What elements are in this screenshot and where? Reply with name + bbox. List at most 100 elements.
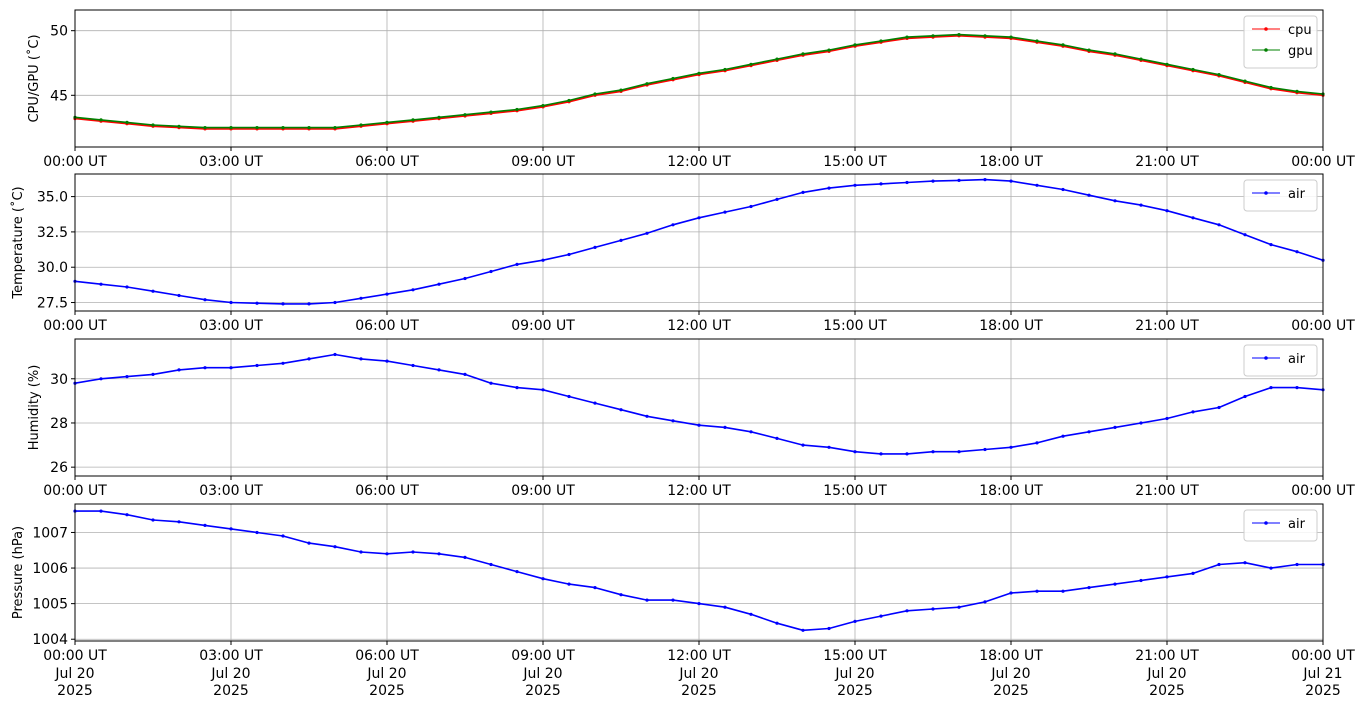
data-point-gpu (697, 71, 701, 75)
data-point-air (593, 245, 597, 249)
data-point-air (255, 530, 259, 535)
data-point-air (385, 552, 389, 556)
y-tick-label: 1005 (32, 597, 68, 613)
x-tick-label: 18:00 UT (979, 648, 1043, 664)
data-point-air (1165, 209, 1169, 213)
data-point-gpu (1139, 57, 1143, 61)
data-point-air (645, 414, 649, 418)
chart-panel-2: 27.5 30.0 32.5 35.0 00:00 UT 03:00 UT 06:00 UT… (10, 173, 1355, 334)
data-point-air (775, 197, 779, 201)
data-point-air (645, 598, 649, 602)
data-point-air (801, 443, 805, 447)
data-point-gpu (957, 33, 961, 37)
legend-marker-air (1264, 356, 1268, 360)
data-point-air (593, 586, 597, 590)
data-point-air (775, 436, 779, 440)
x-tick-label: 12:00 UT (667, 318, 731, 334)
data-point-air (411, 288, 415, 292)
y-tick-label: 1006 (32, 561, 68, 577)
data-point-air (775, 621, 779, 625)
data-point-air (905, 180, 909, 185)
x-tick-date-label: Jul 20 (366, 666, 406, 682)
x-tick-label: 06:00 UT (355, 154, 419, 170)
data-point-air (177, 293, 181, 298)
y-axis-label: Humidity (%) (27, 365, 42, 451)
data-point-air (567, 252, 571, 257)
data-point-air (541, 258, 545, 262)
y-tick-label: 26 (50, 460, 68, 476)
x-tick-label: 12:00 UT (667, 483, 731, 499)
data-point-air (177, 368, 181, 372)
x-tick-label: 18:00 UT (979, 318, 1043, 334)
data-point-gpu (1295, 89, 1299, 93)
data-point-air (1295, 386, 1299, 390)
y-tick-label: 28 (50, 416, 68, 432)
data-point-air (489, 381, 493, 385)
legend-marker-air (1264, 521, 1268, 525)
data-point-gpu (281, 126, 285, 130)
data-point-gpu (723, 67, 727, 72)
data-point-gpu (385, 120, 389, 124)
data-point-gpu (567, 98, 571, 103)
x-tick-label: 06:00 UT (355, 648, 419, 664)
data-point-air (723, 605, 727, 609)
x-tick-date-label: Jul 20 (990, 666, 1030, 682)
legend-box (1243, 179, 1318, 212)
data-point-air (1165, 575, 1169, 579)
data-point-air (1139, 203, 1143, 207)
data-point-gpu (307, 126, 311, 130)
data-point-gpu (619, 88, 623, 92)
data-point-air (307, 357, 311, 361)
data-point-air (125, 513, 129, 517)
legend-box (1243, 509, 1318, 542)
y-tick-label: 45 (50, 88, 68, 104)
x-tick-label: 00:00 UT (43, 318, 107, 334)
data-point-air (853, 183, 857, 187)
data-point-gpu (411, 118, 415, 122)
x-tick-label: 00:00 UT (1291, 154, 1355, 170)
data-point-air (463, 555, 467, 560)
x-tick-label: 15:00 UT (823, 318, 887, 334)
y-tick-label: 27.5 (37, 296, 68, 312)
data-point-gpu (671, 76, 675, 81)
x-tick-date-label: 2025 (525, 683, 561, 699)
data-point-air (1061, 589, 1065, 593)
legend-box (1243, 344, 1318, 377)
data-point-gpu (1009, 35, 1013, 39)
data-point-air (671, 598, 675, 602)
data-point-air (801, 628, 805, 632)
data-point-gpu (879, 39, 883, 43)
data-point-air (853, 450, 857, 454)
data-point-air (879, 182, 883, 186)
data-point-air (697, 602, 701, 606)
data-point-air (99, 377, 103, 381)
data-point-air (333, 545, 337, 549)
data-point-air (697, 216, 701, 220)
data-point-air (385, 292, 389, 296)
data-point-air (723, 210, 727, 214)
y-axis-label: Pressure (hPa) (11, 526, 26, 619)
x-tick-label: 21:00 UT (1135, 648, 1199, 664)
data-point-air (1087, 193, 1091, 197)
data-point-air (229, 366, 233, 370)
x-tick-date-label: Jul 20 (54, 666, 94, 682)
data-point-air (1243, 394, 1247, 399)
data-point-air (125, 375, 129, 379)
data-point-gpu (333, 126, 337, 130)
y-axis-label: CPU/GPU (˚C) (26, 34, 42, 122)
data-point-air (203, 523, 207, 528)
data-point-gpu (905, 35, 909, 39)
legend-label-gpu: gpu (1288, 44, 1313, 59)
data-point-air (411, 363, 415, 368)
data-point-air (1087, 430, 1091, 434)
x-tick-label: 03:00 UT (199, 154, 263, 170)
data-point-air (1009, 445, 1013, 449)
data-point-air (203, 298, 207, 302)
y-axis-label: Temperature (˚C) (10, 186, 26, 299)
data-point-air (931, 179, 935, 183)
x-tick-date-label: 2025 (1149, 683, 1185, 699)
x-tick-label: 00:00 UT (43, 648, 107, 664)
data-point-air (567, 582, 571, 586)
data-point-gpu (775, 57, 779, 61)
